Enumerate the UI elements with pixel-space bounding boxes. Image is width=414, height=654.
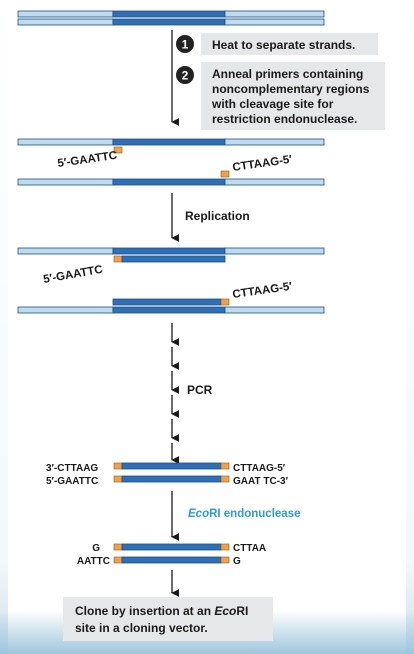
step-2-number: 2 xyxy=(182,69,189,83)
product-top-tag-right xyxy=(220,462,230,470)
cut-bottom-tag-right xyxy=(220,556,230,564)
rep-bottom-tag xyxy=(220,298,230,306)
enzyme-label: EcoRI endonuclease xyxy=(188,508,300,520)
step-2-line-1: Anneal primers containing xyxy=(212,67,363,81)
cut-top-tag-right xyxy=(220,543,230,551)
final-box xyxy=(63,597,273,641)
pcr-arrows: PCR xyxy=(171,323,213,464)
strand-top-light-right xyxy=(224,10,325,18)
step-1-number: 1 xyxy=(182,38,189,52)
product-right-top: CTTAAG-5′ xyxy=(233,463,286,474)
final-line-1-pre: Clone by insertion at an xyxy=(75,604,214,618)
cut-top-tag-left xyxy=(113,543,123,551)
primer-label-right: CTTAAG-5′ xyxy=(232,154,293,174)
step-2: 2 Anneal primers containing noncomplemen… xyxy=(176,62,385,130)
step-2-line-4: restriction endonuclease. xyxy=(212,112,357,126)
enzyme-label-rest: RI endonuclease xyxy=(209,508,300,520)
annealed-top-light-right xyxy=(224,138,325,146)
annealed-top-light-left xyxy=(17,138,114,146)
step-2-box xyxy=(201,62,385,130)
annealed-bottom-light-right xyxy=(224,178,325,186)
cut-right-bottom: G xyxy=(233,556,241,567)
cut-top-dark xyxy=(121,543,222,551)
final-line-1: Clone by insertion at an EcoRI xyxy=(75,604,248,618)
pcr-product: 3′-CTTAAG CTTAAG-5′ 5′-GAATTC GAAT TC-3′ xyxy=(46,462,289,487)
annealed-top-dark xyxy=(112,138,226,146)
primer-tag-left xyxy=(113,146,123,154)
product-top-dark xyxy=(121,462,222,470)
product-bottom-tag-right xyxy=(220,475,230,483)
step-1-badge xyxy=(176,35,194,53)
rep-top-dark xyxy=(112,247,226,255)
step-2-line-3: with cleavage site for xyxy=(211,97,334,111)
strand-top-dark xyxy=(112,10,226,18)
rep-bottom-new-strand xyxy=(112,298,222,306)
strand-bottom-light-left xyxy=(17,18,114,26)
rep-bottom-light-left xyxy=(17,306,114,314)
step-1-text: Heat to separate strands. xyxy=(212,38,355,52)
final-line-2: site in a cloning vector. xyxy=(75,621,208,635)
primer-tag-right xyxy=(220,170,230,178)
strand-bottom-light-right xyxy=(224,18,325,26)
replication-label: Replication xyxy=(185,209,250,223)
enzyme-label-italic: Eco xyxy=(188,508,209,520)
rep-bottom-light-right xyxy=(224,306,325,314)
rep-label-right: CTTAAG-5′ xyxy=(232,281,293,301)
product-top-tag-left xyxy=(113,462,123,470)
cut-bottom-dark xyxy=(121,556,222,564)
cut-bottom-tag-left xyxy=(113,556,123,564)
final-step: Clone by insertion at an EcoRI site in a… xyxy=(63,597,273,641)
product-left-bottom: 5′-GAATTC xyxy=(46,476,98,487)
cut-left-bottom: AATTC xyxy=(77,556,110,567)
final-line-1-italic: Eco xyxy=(214,604,236,618)
cut-product: G CTTAA AATTC G xyxy=(77,543,266,567)
strand-top-light-left xyxy=(17,10,114,18)
cut-right-top: CTTAA xyxy=(233,543,266,554)
step-1-box xyxy=(201,33,378,55)
annealed-bottom-light-left xyxy=(17,178,114,186)
annealed-bottom-dark xyxy=(112,178,226,186)
pcr-label: PCR xyxy=(187,383,213,397)
product-bottom-tag-left xyxy=(113,475,123,483)
strand-bottom-dark xyxy=(112,18,226,26)
step-1: 1 Heat to separate strands. xyxy=(176,33,378,55)
rep-label-left: 5′-GAATTC xyxy=(42,264,103,286)
rep-top-light-left xyxy=(17,247,114,255)
initial-duplex xyxy=(17,10,325,26)
product-bottom-dark xyxy=(121,475,222,483)
step-2-badge xyxy=(176,66,194,84)
final-line-1-post: RI xyxy=(236,604,248,618)
primer-label-left: 5′-GAATTC xyxy=(57,150,118,170)
replication-bottom: CTTAAG-5′ xyxy=(17,281,325,314)
rep-top-light-right xyxy=(224,247,325,255)
product-right-bottom: GAAT TC-3′ xyxy=(233,476,289,487)
rep-top-new-strand xyxy=(121,255,226,263)
product-left-top: 3′-CTTAAG xyxy=(46,463,98,474)
replication-top: 5′-GAATTC xyxy=(17,247,325,286)
step-2-line-2: noncomplementary regions xyxy=(212,82,370,96)
cut-left-top: G xyxy=(92,543,100,554)
rep-top-tag xyxy=(113,255,123,263)
rep-bottom-dark xyxy=(112,306,226,314)
